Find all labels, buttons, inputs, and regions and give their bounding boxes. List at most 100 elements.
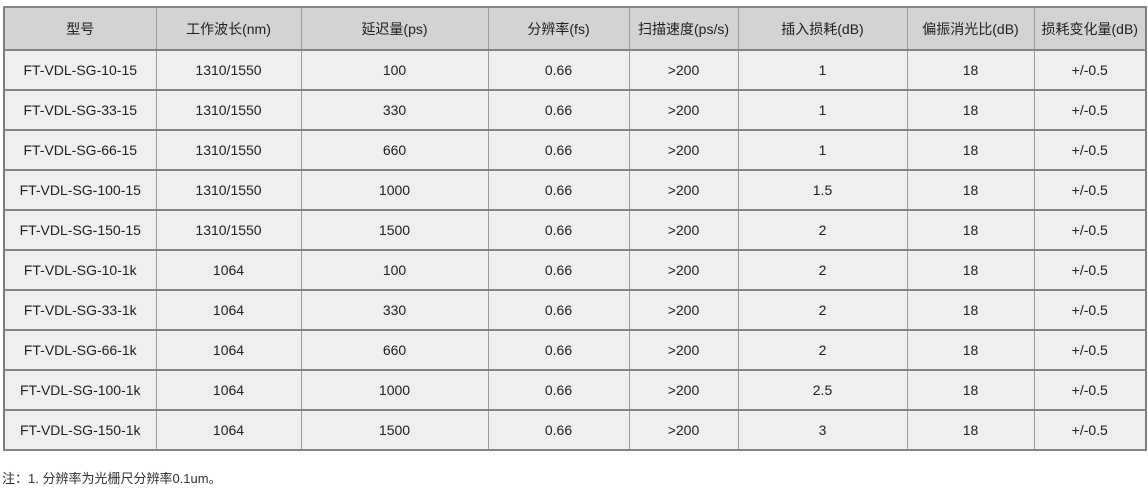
cell-delay: 1500 [300, 209, 489, 251]
column-header-scan-speed: 扫描速度(ps/s) [628, 6, 739, 51]
cell-scan-speed: >200 [628, 249, 739, 291]
cell-wavelength: 1064 [155, 329, 302, 371]
cell-loss-variation: +/-0.5 [1033, 49, 1147, 91]
column-header-insertion-loss: 插入损耗(dB) [737, 6, 908, 51]
cell-wavelength: 1310/1550 [155, 49, 302, 91]
cell-per: 18 [906, 49, 1035, 91]
cell-delay: 100 [300, 249, 489, 291]
cell-loss-variation: +/-0.5 [1033, 209, 1147, 251]
cell-delay: 1500 [300, 409, 489, 451]
cell-model: FT-VDL-SG-150-1k [3, 409, 157, 451]
cell-delay: 1000 [300, 169, 489, 211]
cell-insertion-loss: 1 [737, 49, 908, 91]
cell-model: FT-VDL-SG-100-1k [3, 369, 157, 411]
cell-model: FT-VDL-SG-10-15 [3, 49, 157, 91]
cell-insertion-loss: 2.5 [737, 369, 908, 411]
cell-delay: 1000 [300, 369, 489, 411]
cell-per: 18 [906, 209, 1035, 251]
cell-per: 18 [906, 329, 1035, 371]
cell-loss-variation: +/-0.5 [1033, 129, 1147, 171]
footnote: 注：1. 分辨率为光栅尺分辨率0.1um。 [2, 471, 222, 486]
cell-per: 18 [906, 169, 1035, 211]
cell-insertion-loss: 1 [737, 89, 908, 131]
column-header-loss-variation: 损耗变化量(dB) [1033, 6, 1147, 51]
cell-scan-speed: >200 [628, 129, 739, 171]
cell-model: FT-VDL-SG-100-15 [3, 169, 157, 211]
cell-wavelength: 1064 [155, 249, 302, 291]
cell-scan-speed: >200 [628, 289, 739, 331]
cell-loss-variation: +/-0.5 [1033, 169, 1147, 211]
cell-loss-variation: +/-0.5 [1033, 289, 1147, 331]
cell-per: 18 [906, 129, 1035, 171]
cell-wavelength: 1310/1550 [155, 129, 302, 171]
column-header-per: 偏振消光比(dB) [906, 6, 1035, 51]
cell-resolution: 0.66 [487, 409, 630, 451]
table-body: FT-VDL-SG-10-15 1310/1550 100 0.66 >200 1 18 +/… [3, 49, 1147, 451]
cell-model: FT-VDL-SG-10-1k [3, 249, 157, 291]
cell-delay: 100 [300, 49, 489, 91]
table-row: FT-VDL-SG-100-15 1310/1550 1000 0.66 >200 1.5… [3, 169, 1147, 211]
cell-wavelength: 1310/1550 [155, 89, 302, 131]
cell-scan-speed: >200 [628, 89, 739, 131]
cell-per: 18 [906, 289, 1035, 331]
column-header-resolution: 分辨率(fs) [487, 6, 630, 51]
cell-model: FT-VDL-SG-150-15 [3, 209, 157, 251]
column-header-delay: 延迟量(ps) [300, 6, 489, 51]
cell-delay: 660 [300, 329, 489, 371]
cell-wavelength: 1064 [155, 289, 302, 331]
cell-insertion-loss: 2 [737, 329, 908, 371]
cell-wavelength: 1064 [155, 369, 302, 411]
cell-delay: 330 [300, 89, 489, 131]
cell-scan-speed: >200 [628, 329, 739, 371]
cell-delay: 330 [300, 289, 489, 331]
cell-resolution: 0.66 [487, 89, 630, 131]
cell-wavelength: 1310/1550 [155, 209, 302, 251]
cell-insertion-loss: 2 [737, 249, 908, 291]
cell-wavelength: 1310/1550 [155, 169, 302, 211]
header-row: 型号 工作波长(nm) 延迟量(ps) 分辨率(fs) 扫描速度(ps/s) 插入损耗(d… [3, 6, 1147, 51]
cell-loss-variation: +/-0.5 [1033, 409, 1147, 451]
cell-scan-speed: >200 [628, 209, 739, 251]
table-row: FT-VDL-SG-150-1k 1064 1500 0.66 >200 3 18 +/-0.… [3, 409, 1147, 451]
cell-resolution: 0.66 [487, 369, 630, 411]
table-row: FT-VDL-SG-33-1k 1064 330 0.66 >200 2 18 +/-0.5 [3, 289, 1147, 331]
cell-per: 18 [906, 409, 1035, 451]
table-row: FT-VDL-SG-10-15 1310/1550 100 0.66 >200 1 18 +/… [3, 49, 1147, 91]
cell-loss-variation: +/-0.5 [1033, 249, 1147, 291]
cell-scan-speed: >200 [628, 409, 739, 451]
cell-wavelength: 1064 [155, 409, 302, 451]
cell-per: 18 [906, 89, 1035, 131]
cell-scan-speed: >200 [628, 369, 739, 411]
table-row: FT-VDL-SG-150-15 1310/1550 1500 0.66 >200 2 18… [3, 209, 1147, 251]
cell-delay: 660 [300, 129, 489, 171]
cell-resolution: 0.66 [487, 129, 630, 171]
cell-resolution: 0.66 [487, 329, 630, 371]
cell-scan-speed: >200 [628, 49, 739, 91]
cell-per: 18 [906, 249, 1035, 291]
cell-resolution: 0.66 [487, 49, 630, 91]
cell-insertion-loss: 1.5 [737, 169, 908, 211]
table-row: FT-VDL-SG-33-15 1310/1550 330 0.66 >200 1 18 +/… [3, 89, 1147, 131]
cell-insertion-loss: 1 [737, 129, 908, 171]
cell-resolution: 0.66 [487, 169, 630, 211]
cell-model: FT-VDL-SG-66-15 [3, 129, 157, 171]
table-row: FT-VDL-SG-100-1k 1064 1000 0.66 >200 2.5 18 +/-… [3, 369, 1147, 411]
table-row: FT-VDL-SG-66-15 1310/1550 660 0.66 >200 1 18 +/… [3, 129, 1147, 171]
cell-loss-variation: +/-0.5 [1033, 329, 1147, 371]
cell-resolution: 0.66 [487, 289, 630, 331]
cell-loss-variation: +/-0.5 [1033, 89, 1147, 131]
table-row: FT-VDL-SG-66-1k 1064 660 0.66 >200 2 18 +/-0.5 [3, 329, 1147, 371]
spec-table: 型号 工作波长(nm) 延迟量(ps) 分辨率(fs) 扫描速度(ps/s) 插入损耗(d… [3, 6, 1147, 451]
cell-resolution: 0.66 [487, 249, 630, 291]
cell-insertion-loss: 2 [737, 209, 908, 251]
cell-model: FT-VDL-SG-33-1k [3, 289, 157, 331]
cell-model: FT-VDL-SG-66-1k [3, 329, 157, 371]
cell-scan-speed: >200 [628, 169, 739, 211]
cell-insertion-loss: 3 [737, 409, 908, 451]
column-header-model: 型号 [3, 6, 157, 51]
table-row: FT-VDL-SG-10-1k 1064 100 0.66 >200 2 18 +/-0.5 [3, 249, 1147, 291]
cell-loss-variation: +/-0.5 [1033, 369, 1147, 411]
column-header-wavelength: 工作波长(nm) [155, 6, 302, 51]
cell-resolution: 0.66 [487, 209, 630, 251]
